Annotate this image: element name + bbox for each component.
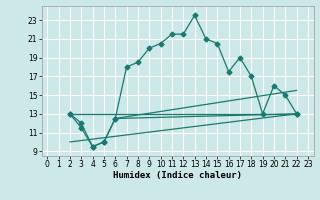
X-axis label: Humidex (Indice chaleur): Humidex (Indice chaleur) xyxy=(113,171,242,180)
